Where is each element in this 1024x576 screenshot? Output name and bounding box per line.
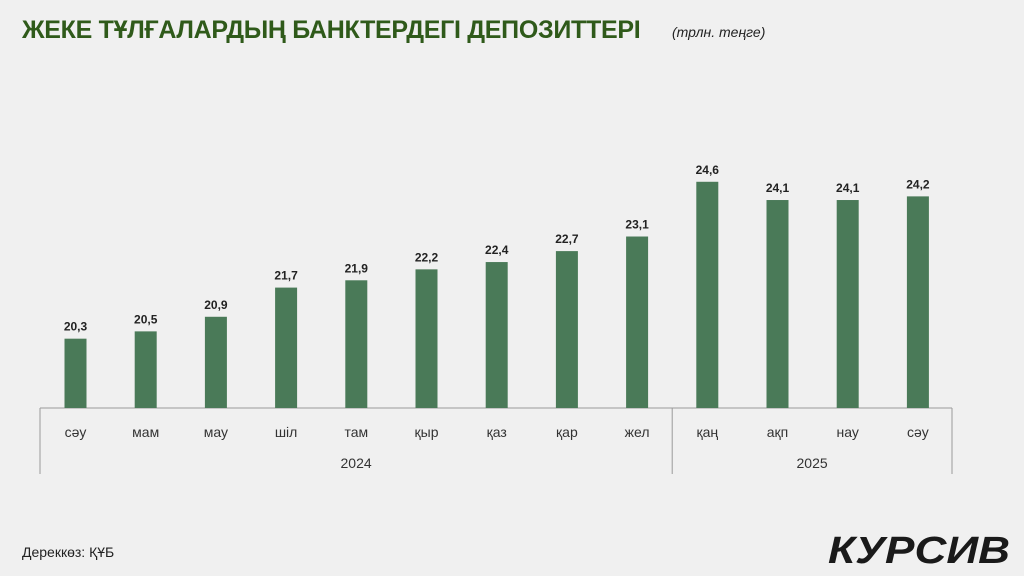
data-label: 23,1 <box>625 218 649 232</box>
data-label: 22,2 <box>415 250 439 264</box>
bar <box>134 331 157 408</box>
x-tick-label: там <box>344 424 368 440</box>
x-tick-label: мау <box>204 424 228 440</box>
x-tick-label: сәу <box>65 424 87 440</box>
bar <box>906 196 929 408</box>
source-note: Дереккөз: ҚҰБ <box>22 544 115 560</box>
data-label: 20,9 <box>204 298 228 312</box>
bar-chart: 20,3 сәу 20,5 мам 20,9 мау 21,7 шіл 21,9 там 22,2 қ… <box>39 163 953 474</box>
bar <box>836 200 859 408</box>
x-tick-label: шіл <box>275 424 298 440</box>
bar <box>275 287 298 408</box>
data-label: 20,5 <box>134 312 158 326</box>
group-label: 2025 <box>797 455 828 471</box>
bar <box>64 338 87 408</box>
x-tick-label: қаң <box>696 424 718 440</box>
x-tick-label: мам <box>132 424 159 440</box>
bar <box>204 316 227 408</box>
x-tick-label: қыр <box>415 424 439 440</box>
kursiv-logo: КУРСИВ <box>828 530 1010 570</box>
x-tick-label: сәу <box>907 424 929 440</box>
data-label: 24,1 <box>836 181 860 195</box>
data-label: 24,2 <box>906 177 930 191</box>
data-label: 22,7 <box>555 232 579 246</box>
bar <box>555 251 578 408</box>
x-tick-label: жел <box>625 424 650 440</box>
x-tick-label: қаз <box>487 424 507 440</box>
data-label: 21,7 <box>274 269 298 283</box>
chart-title: ЖЕКЕ ТҰЛҒАЛАРДЫҢ БАНКТЕРДЕГІ ДЕПОЗИТТЕРІ <box>22 16 641 44</box>
bar <box>696 181 719 408</box>
x-tick-label: нау <box>837 424 859 440</box>
data-label: 20,3 <box>64 320 88 334</box>
bar <box>345 280 368 408</box>
bar <box>626 236 649 408</box>
data-label: 24,6 <box>696 163 720 177</box>
data-label: 21,9 <box>345 261 369 275</box>
bar <box>485 262 508 408</box>
unit-label: (трлн. теңге) <box>672 24 766 40</box>
bar <box>766 200 789 408</box>
data-label: 22,4 <box>485 243 509 257</box>
bar <box>415 269 438 408</box>
group-label: 2024 <box>341 455 372 471</box>
x-tick-label: ақп <box>767 424 789 440</box>
svg-text:КУРСИВ: КУРСИВ <box>828 530 1010 570</box>
data-label: 24,1 <box>766 181 790 195</box>
x-tick-label: қар <box>556 424 578 440</box>
